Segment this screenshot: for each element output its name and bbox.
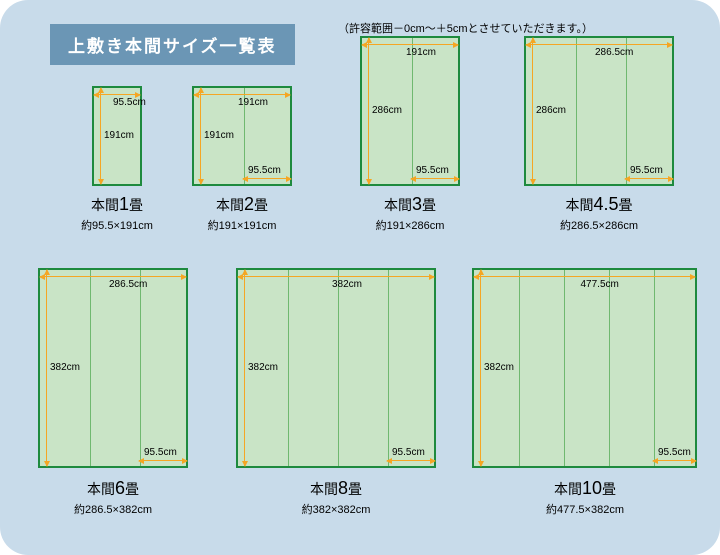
dim-label-seg: 95.5cm: [416, 165, 449, 176]
caption-title: 本間8畳: [236, 478, 436, 499]
dim-label-w: 191cm: [238, 97, 268, 108]
dim-label-w: 477.5cm: [581, 279, 619, 290]
dim-label-h: 286cm: [536, 105, 566, 116]
dim-line-h: [94, 94, 140, 95]
dim-label-seg: 95.5cm: [144, 447, 177, 458]
dim-label-h: 191cm: [104, 130, 134, 141]
chart-title: 上敷き本間サイズ一覧表: [50, 24, 295, 65]
panel-divider: [338, 270, 339, 466]
caption-title: 本間4.5畳: [499, 194, 699, 215]
caption-sub: 約286.5×382cm: [13, 501, 213, 517]
dim-line-v: [200, 88, 201, 184]
dim-line-seg: [387, 460, 435, 461]
dim-line-v: [368, 38, 369, 184]
panel-divider: [564, 270, 565, 466]
dim-label-seg: 95.5cm: [658, 447, 691, 458]
panel-divider: [609, 270, 610, 466]
panel-divider: [519, 270, 520, 466]
caption-sub: 約382×382cm: [236, 501, 436, 517]
dim-line-h: [40, 276, 186, 277]
dim-label-seg: 95.5cm: [248, 165, 281, 176]
dim-line-h: [474, 276, 695, 277]
mat-caption-m6: 本間6畳約286.5×382cm: [13, 478, 213, 517]
panel-divider: [626, 38, 627, 184]
mat-caption-m8: 本間8畳約382×382cm: [236, 478, 436, 517]
mat-caption-m10: 本間10畳約477.5×382cm: [485, 478, 685, 517]
dim-line-seg: [139, 460, 187, 461]
dim-line-v: [532, 38, 533, 184]
dim-label-w: 191cm: [406, 47, 436, 58]
caption-sub: 約286.5×286cm: [499, 217, 699, 233]
caption-sub: 約191×286cm: [310, 217, 510, 233]
dim-line-v: [100, 88, 101, 184]
dim-label-h: 191cm: [204, 130, 234, 141]
dim-line-seg: [653, 460, 696, 461]
dim-label-h: 382cm: [248, 362, 278, 373]
caption-title: 本間6畳: [13, 478, 213, 499]
dim-label-w: 286.5cm: [595, 47, 633, 58]
dim-label-h: 382cm: [50, 362, 80, 373]
dim-label-w: 382cm: [332, 279, 362, 290]
panel-divider: [388, 270, 389, 466]
panel-divider: [90, 270, 91, 466]
mat-caption-m3: 本間3畳約191×286cm: [310, 194, 510, 233]
dim-line-h: [526, 44, 672, 45]
dim-label-seg: 95.5cm: [630, 165, 663, 176]
dim-line-v: [480, 270, 481, 466]
panel-divider: [412, 38, 413, 184]
size-chart-canvas: 上敷き本間サイズ一覧表 （許容範囲－0cm～＋5cmとさせていただきます。） 1…: [0, 0, 720, 555]
mat-caption-m45: 本間4.5畳約286.5×286cm: [499, 194, 699, 233]
panel-divider: [140, 270, 141, 466]
dim-line-seg: [625, 178, 673, 179]
panel-divider: [576, 38, 577, 184]
dim-line-seg: [243, 178, 291, 179]
dim-label-w: 95.5cm: [113, 97, 146, 108]
panel-divider: [288, 270, 289, 466]
dim-label-h: 382cm: [484, 362, 514, 373]
dim-label-h: 286cm: [372, 105, 402, 116]
dim-line-h: [362, 44, 458, 45]
dim-line-h: [194, 94, 290, 95]
dim-line-seg: [411, 178, 459, 179]
dim-line-h: [238, 276, 434, 277]
dim-line-v: [244, 270, 245, 466]
caption-sub: 約477.5×382cm: [485, 501, 685, 517]
dim-label-seg: 95.5cm: [392, 447, 425, 458]
dim-line-v: [46, 270, 47, 466]
caption-title: 本間10畳: [485, 478, 685, 499]
caption-title: 本間3畳: [310, 194, 510, 215]
panel-divider: [654, 270, 655, 466]
tolerance-note: （許容範囲－0cm～＋5cmとさせていただきます。）: [338, 20, 593, 36]
dim-label-w: 286.5cm: [109, 279, 147, 290]
